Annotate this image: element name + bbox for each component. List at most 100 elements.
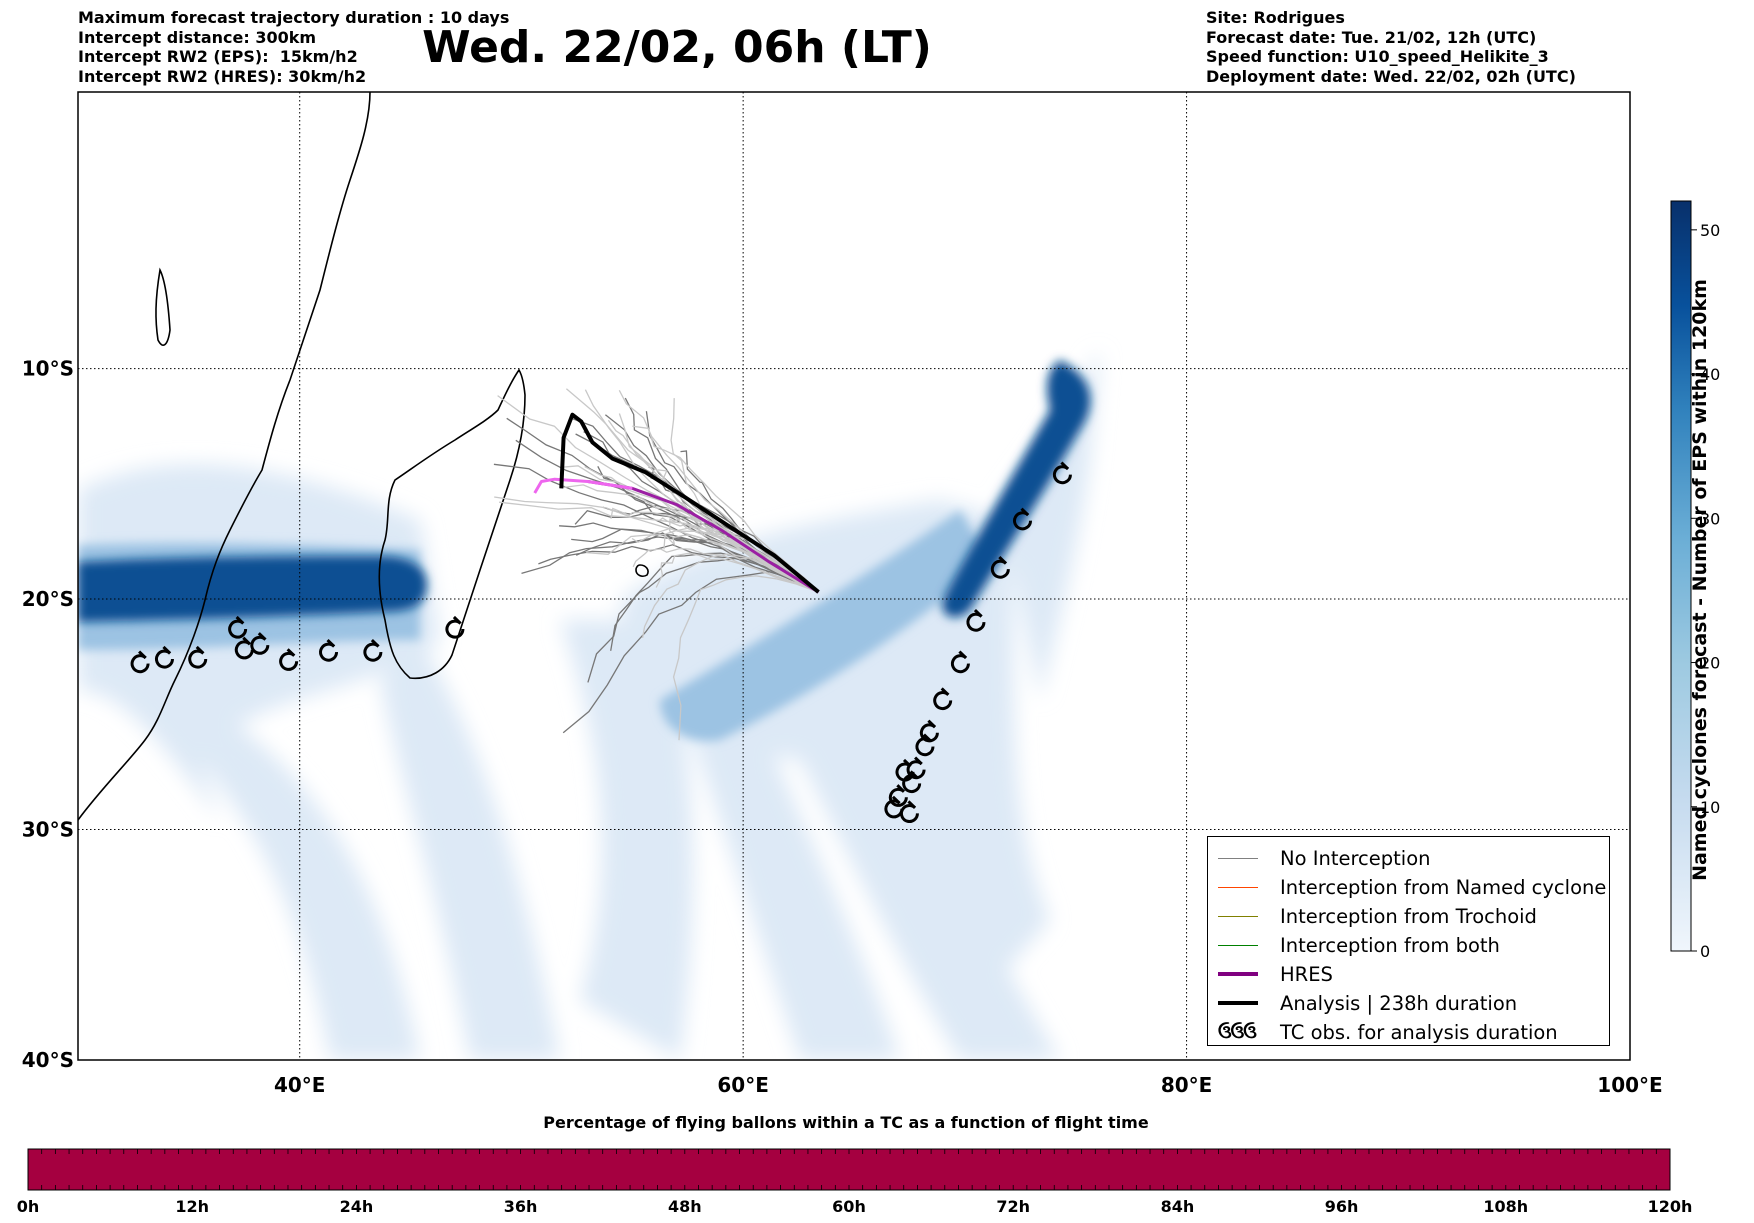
analysis-trajectory <box>559 412 820 594</box>
lon-tick-label: 80°E <box>1161 1073 1213 1097</box>
site-parameters: Site: Rodrigues Forecast date: Tue. 21/0… <box>1206 8 1576 86</box>
tc-symbol-tail <box>958 650 968 660</box>
lat-tick-label: 20°S <box>22 587 74 611</box>
tc-symbol <box>234 640 254 660</box>
colorbar-tick-label: 20 <box>1700 654 1720 673</box>
tc-symbol <box>363 642 383 662</box>
tc-symbol <box>966 612 986 632</box>
colorbar-tick-label: 30 <box>1700 509 1720 528</box>
legend-label: Interception from Trochoid <box>1280 904 1537 928</box>
tc-symbol-tail <box>162 645 172 655</box>
info-line: Site: Rodrigues <box>1206 8 1345 27</box>
info-line: Speed function: U10_speed_Helikite_3 <box>1206 47 1549 66</box>
info-line: Maximum forecast trajectory duration : 1… <box>78 8 510 27</box>
legend-label: Interception from Named cyclone <box>1280 875 1607 899</box>
tc-symbol-tail <box>940 687 950 696</box>
map-frame <box>77 91 1631 1061</box>
tc-symbol-icon: ઉઉઉ <box>1218 1021 1257 1043</box>
ensemble-track <box>559 484 819 593</box>
ensemble-track <box>632 425 819 593</box>
flight-time-tick-label: 24h <box>340 1197 374 1216</box>
legend-item: Interception from both <box>1218 933 1500 957</box>
colorbar-tick-label: 10 <box>1700 798 1720 817</box>
tc-symbol-tail <box>973 609 983 618</box>
tc-symbol-tail <box>326 638 336 648</box>
tc-symbol-tail <box>195 645 205 655</box>
tc-symbol <box>1013 511 1033 531</box>
flight-time-tick-label: 12h <box>175 1197 209 1216</box>
flight-time-ticks: 0h 12h 24h 36h 48h 60h 72h 84h 96h 108h 120h <box>17 1197 1693 1216</box>
flight-time-title: Percentage of flying ballons within a TC… <box>543 1113 1149 1132</box>
legend-item: No Interception <box>1218 846 1431 870</box>
flight-time-tick-label: 108h <box>1483 1197 1528 1216</box>
colorbar-ramp <box>1670 200 1692 952</box>
tc-symbol <box>990 559 1010 579</box>
legend-swatch <box>1218 886 1258 888</box>
tc-symbol-tail <box>242 636 251 646</box>
density-field <box>78 350 1100 1060</box>
tc-symbol <box>228 619 248 639</box>
flight-time-tick-label: 72h <box>996 1197 1030 1216</box>
tc-symbol <box>895 762 915 782</box>
lon-tick-label: 40°E <box>274 1073 326 1097</box>
flight-time-minor-ticks <box>27 1149 1671 1190</box>
density-colorbar: 0 10 20 30 40 50 <box>1670 200 1720 961</box>
coastlines <box>78 92 649 821</box>
tc-symbol <box>899 804 919 823</box>
tc-symbol-tail <box>452 615 462 625</box>
legend-item: HRES <box>1218 962 1333 986</box>
tc-symbol <box>933 691 953 710</box>
info-line: Forecast date: Tue. 21/02, 12h (UTC) <box>1206 27 1537 47</box>
forecast-parameters: Maximum forecast trajectory duration : 1… <box>78 8 509 86</box>
tc-symbol-tail <box>138 650 147 660</box>
legend-label: Interception from both <box>1280 933 1500 957</box>
tc-symbol-tail <box>257 632 267 641</box>
density-dark-east <box>942 360 1091 618</box>
flight-time-fill <box>27 1148 1671 1191</box>
legend-swatch <box>1218 915 1258 917</box>
tc-symbol-tail <box>891 795 901 805</box>
lon-tick-label: 100°E <box>1597 1073 1662 1097</box>
tc-symbol <box>950 654 970 674</box>
tc-symbol <box>319 642 339 662</box>
lat-tick-label: 10°S <box>22 357 74 381</box>
reunion-coast <box>155 267 171 346</box>
tc-symbol-tail <box>235 615 245 625</box>
flight-time-bar: 0h 12h 24h 36h 48h 60h 72h 84h 96h 108h 120h <box>17 1148 1693 1216</box>
legend-item: ઉઉઉ TC obs. for analysis duration <box>1218 1020 1558 1044</box>
colorbar-label: Named cyclones forecast - Number of EPS … <box>1689 279 1711 881</box>
lat-tick-label: 40°S <box>22 1048 74 1072</box>
ensemble-track <box>672 575 819 741</box>
legend-item: Interception from Trochoid <box>1218 904 1537 928</box>
flight-time-tick-label: 120h <box>1648 1197 1693 1216</box>
tc-symbol-tail <box>370 638 380 648</box>
flight-time-tick-label: 36h <box>504 1197 538 1216</box>
tc-symbol <box>154 649 174 669</box>
flight-time-tick-label: 84h <box>1161 1197 1195 1216</box>
legend-label: No Interception <box>1280 846 1431 870</box>
tc-symbol <box>906 760 926 780</box>
ensemble-track <box>655 552 819 593</box>
legend-swatch <box>1218 972 1258 976</box>
map-title: Wed. 22/02, 06h (LT) <box>422 22 932 73</box>
main-trajectories <box>533 412 820 594</box>
hres-trajectory-start <box>533 477 633 494</box>
legend-label: TC obs. for analysis duration <box>1280 1020 1558 1044</box>
legend-label: HRES <box>1280 962 1333 986</box>
tc-symbol-tail <box>896 784 905 793</box>
tc-symbol-tail <box>1020 507 1030 517</box>
ensemble-track <box>562 571 819 734</box>
info-line: Deployment date: Wed. 22/02, 02h (UTC) <box>1206 66 1576 86</box>
lat-tick-label: 30°S <box>22 818 74 842</box>
legend-item: Interception from Named cyclone <box>1218 875 1606 899</box>
info-line: Intercept RW2 (EPS): 15km/h2 <box>78 47 358 66</box>
tc-symbol-tail <box>998 556 1007 565</box>
africa-coast <box>78 92 371 821</box>
info-line: Intercept RW2 (HRES): 30km/h2 <box>78 66 367 86</box>
colorbar-tick-label: 50 <box>1700 221 1720 240</box>
tc-symbol-tail <box>907 800 917 809</box>
tc-symbol <box>445 619 465 639</box>
flight-time-tick-label: 0h <box>17 1197 40 1216</box>
tc-symbol <box>1052 465 1072 485</box>
